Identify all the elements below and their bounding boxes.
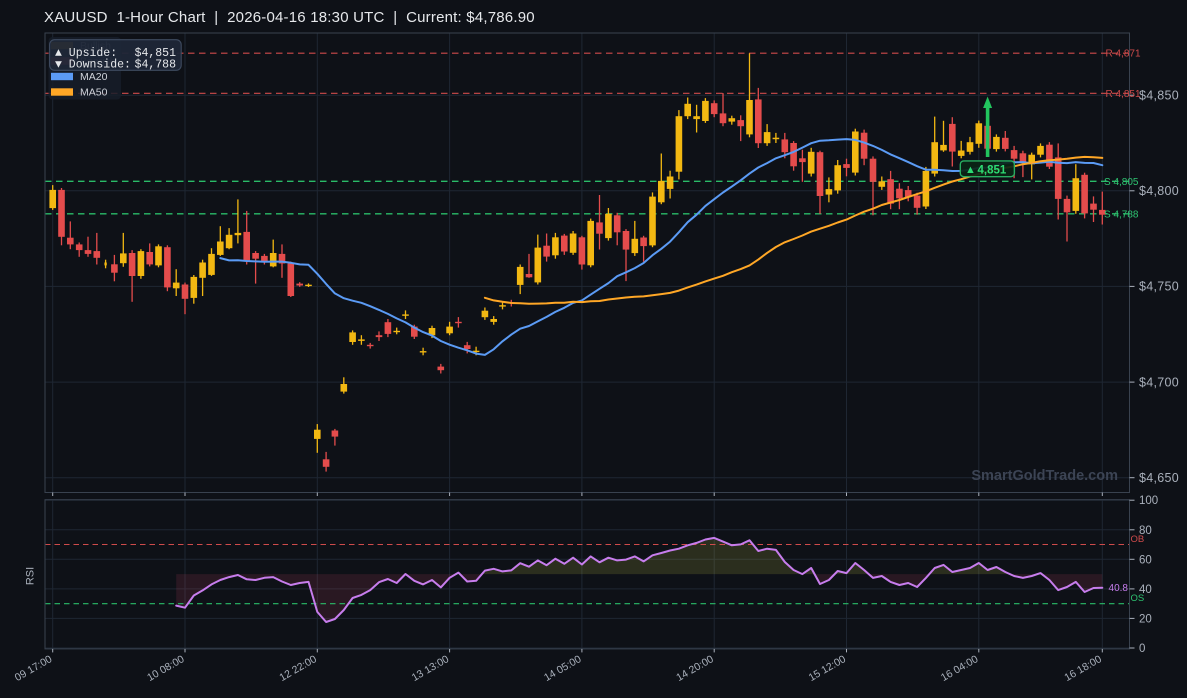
svg-text:0: 0: [1139, 643, 1145, 655]
svg-text:S 4,788: S 4,788: [1104, 209, 1139, 220]
svg-text:40.8: 40.8: [1109, 583, 1129, 594]
svg-text:$4,850: $4,850: [1139, 88, 1179, 102]
svg-text:$4,800: $4,800: [1139, 184, 1179, 198]
svg-text:XAUUSD 1-Hour Chart | 2026-: XAUUSD 1-Hour Chart | 2026-04-16 18:30 U…: [44, 9, 535, 26]
svg-text:▼ Downside:: ▼ Downside:: [55, 59, 131, 72]
svg-text:80: 80: [1139, 525, 1152, 537]
svg-text:$4,851: $4,851: [135, 47, 177, 60]
svg-text:$4,788: $4,788: [135, 59, 177, 72]
svg-text:100: 100: [1139, 495, 1158, 507]
svg-text:$4,750: $4,750: [1139, 280, 1179, 294]
svg-text:▲ Upside:: ▲ Upside:: [55, 47, 117, 60]
svg-text:20: 20: [1139, 613, 1152, 625]
svg-text:60: 60: [1139, 554, 1152, 566]
svg-text:OS: OS: [1131, 593, 1145, 604]
svg-text:R 4,851: R 4,851: [1106, 89, 1141, 100]
svg-text:4,851: 4,851: [978, 164, 1007, 176]
svg-text:$4,650: $4,650: [1139, 471, 1179, 485]
svg-text:▲: ▲: [965, 164, 976, 176]
svg-text:R 4,871: R 4,871: [1106, 49, 1141, 60]
svg-text:S 4,805: S 4,805: [1104, 177, 1139, 188]
svg-text:SmartGoldTrade.com: SmartGoldTrade.com: [971, 468, 1118, 484]
svg-text:$4,700: $4,700: [1139, 375, 1179, 389]
svg-text:MA20: MA20: [80, 71, 108, 83]
svg-text:MA50: MA50: [80, 87, 108, 99]
svg-text:40: 40: [1139, 584, 1152, 596]
svg-text:RSI: RSI: [25, 567, 37, 585]
svg-text:OB: OB: [1131, 534, 1145, 545]
